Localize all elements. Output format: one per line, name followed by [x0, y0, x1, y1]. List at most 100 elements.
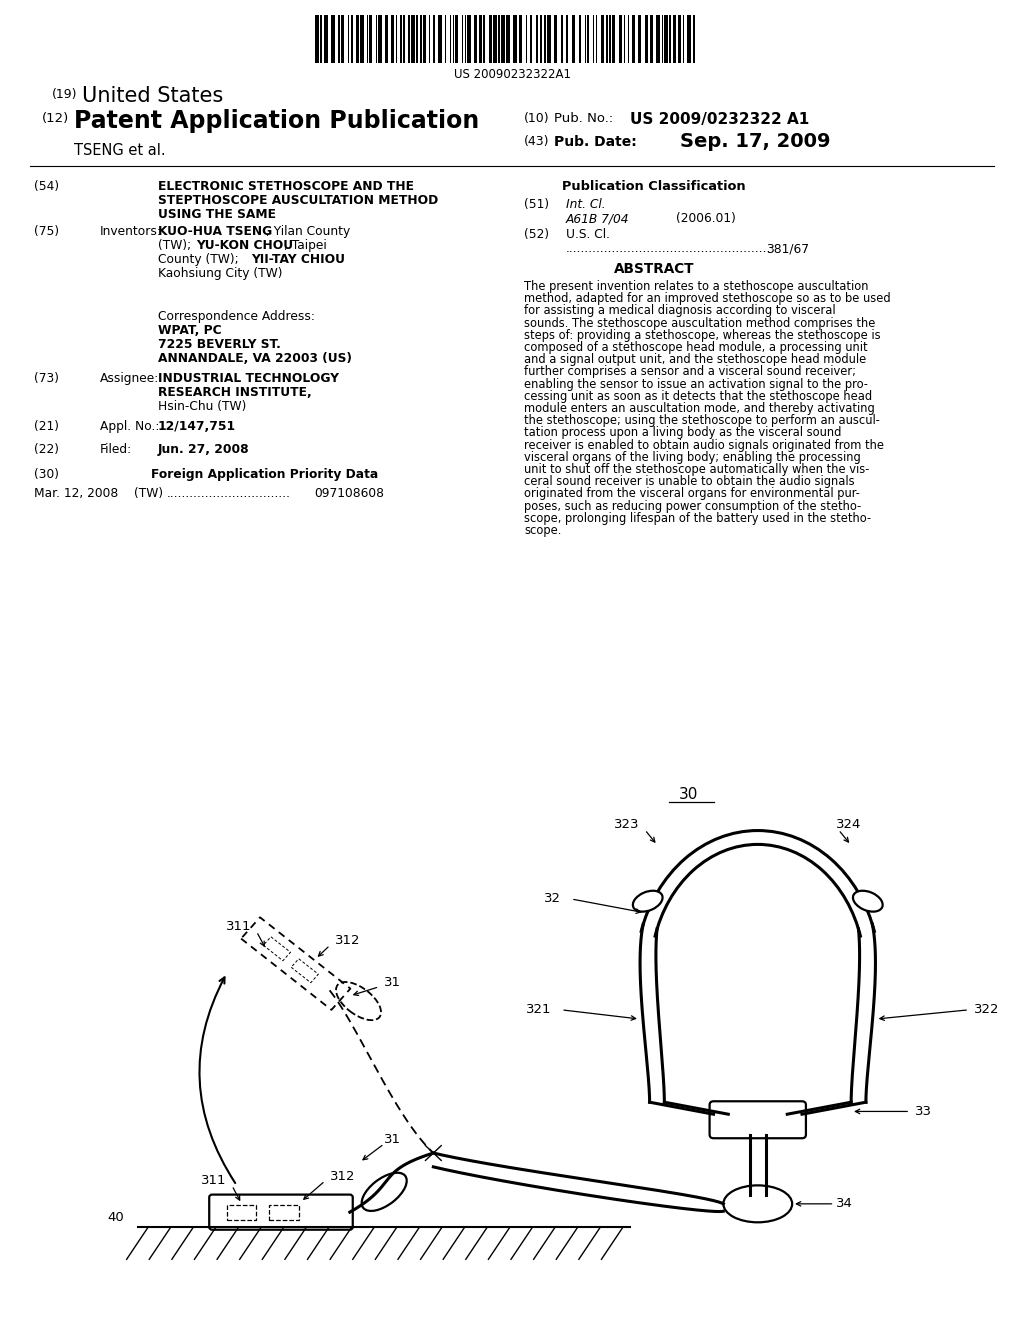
Text: visceral organs of the living body; enabling the processing: visceral organs of the living body; enab… [524, 451, 861, 463]
Text: (12): (12) [42, 112, 70, 125]
Bar [674, 15, 676, 63]
Text: and a signal output unit, and the stethoscope head module: and a signal output unit, and the stetho… [524, 354, 866, 366]
Text: (10): (10) [524, 112, 550, 125]
Text: 32: 32 [544, 892, 561, 906]
Bar [332, 15, 335, 63]
Bar [433, 15, 435, 63]
Bar [554, 15, 557, 63]
Bar [385, 15, 388, 63]
Text: poses, such as reducing power consumption of the stetho-: poses, such as reducing power consumptio… [524, 499, 861, 512]
Bar [548, 15, 551, 63]
Text: Inventors:: Inventors: [100, 224, 162, 238]
Bar [450, 15, 452, 63]
Bar [606, 15, 607, 63]
Text: ceral sound receiver is unable to obtain the audio signals: ceral sound receiver is unable to obtain… [524, 475, 855, 488]
Text: YII-TAY CHIOU: YII-TAY CHIOU [251, 253, 345, 267]
Bar [462, 15, 464, 63]
Bar [360, 15, 364, 63]
Text: USING THE SAME: USING THE SAME [158, 209, 276, 220]
Text: (52): (52) [524, 228, 549, 242]
Bar [411, 15, 415, 63]
Text: (TW);: (TW); [158, 239, 195, 252]
Bar [506, 15, 510, 63]
Bar [665, 15, 668, 63]
Bar [678, 15, 681, 63]
Text: Foreign Application Priority Data: Foreign Application Priority Data [152, 469, 379, 480]
Text: .....................................................: ........................................… [566, 242, 771, 255]
Text: (73): (73) [34, 372, 59, 385]
Text: tation process upon a living body as the visceral sound: tation process upon a living body as the… [524, 426, 842, 440]
Text: (43): (43) [524, 135, 550, 148]
Bar [618, 15, 623, 63]
Bar [350, 15, 353, 63]
Text: 40: 40 [106, 1212, 124, 1224]
Bar [561, 15, 563, 63]
Bar [585, 15, 586, 63]
Bar [347, 15, 349, 63]
Bar [376, 15, 377, 63]
Text: , Taipei: , Taipei [284, 239, 327, 252]
Bar [319, 15, 322, 63]
Ellipse shape [361, 1172, 407, 1210]
Bar [474, 15, 477, 63]
Text: Int. Cl.: Int. Cl. [566, 198, 605, 211]
Bar [429, 15, 430, 63]
Text: 381/67: 381/67 [766, 242, 809, 255]
Text: Publication Classification: Publication Classification [562, 180, 745, 193]
Text: 097108608: 097108608 [314, 487, 384, 500]
Text: INDUSTRIAL TECHNOLOGY: INDUSTRIAL TECHNOLOGY [158, 372, 339, 385]
Text: further comprises a sensor and a visceral sound receiver;: further comprises a sensor and a viscera… [524, 366, 856, 379]
Bar [338, 15, 340, 63]
Bar [478, 15, 482, 63]
Text: Pub. Date:: Pub. Date: [554, 135, 637, 149]
Text: Appl. No.:: Appl. No.: [100, 420, 160, 433]
Bar [367, 15, 368, 63]
Bar [612, 15, 615, 63]
Bar [423, 15, 426, 63]
FancyBboxPatch shape [209, 1195, 352, 1230]
Text: for assisting a medical diagnosis according to visceral: for assisting a medical diagnosis accord… [524, 305, 836, 317]
Bar [403, 15, 404, 63]
Bar [467, 15, 470, 63]
Text: (75): (75) [34, 224, 59, 238]
Text: 34: 34 [837, 1197, 853, 1210]
Text: , Yilan County: , Yilan County [266, 224, 350, 238]
Bar [501, 15, 505, 63]
Text: WPAT, PC: WPAT, PC [158, 323, 221, 337]
Text: 311: 311 [202, 1175, 227, 1187]
Text: 322: 322 [974, 1003, 999, 1016]
Text: 31: 31 [384, 975, 401, 989]
Bar [579, 15, 582, 63]
Text: Assignee:: Assignee: [100, 372, 160, 385]
Bar [465, 15, 466, 63]
Bar [544, 15, 546, 63]
Text: ELECTRONIC STETHOSCOPE AND THE: ELECTRONIC STETHOSCOPE AND THE [158, 180, 414, 193]
Bar [391, 15, 394, 63]
Text: 31: 31 [384, 1133, 401, 1146]
Text: 311: 311 [226, 920, 252, 933]
Bar [438, 15, 441, 63]
Bar [341, 15, 344, 63]
Text: A61B 7/04: A61B 7/04 [566, 213, 630, 224]
Bar [624, 15, 625, 63]
Text: ABSTRACT: ABSTRACT [613, 261, 694, 276]
Bar [227, 1205, 256, 1220]
Text: ANNANDALE, VA 22003 (US): ANNANDALE, VA 22003 (US) [158, 352, 352, 366]
Bar [645, 15, 648, 63]
Text: (51): (51) [524, 198, 549, 211]
Bar [541, 15, 542, 63]
Text: (30): (30) [34, 469, 59, 480]
Text: (TW): (TW) [134, 487, 163, 500]
Text: The present invention relates to a stethoscope auscultation: The present invention relates to a steth… [524, 280, 868, 293]
Bar [445, 15, 446, 63]
Bar [356, 15, 359, 63]
Bar [609, 15, 610, 63]
Bar [513, 15, 517, 63]
Text: Kaohsiung City (TW): Kaohsiung City (TW) [158, 267, 283, 280]
Text: STEPTHOSCOPE AUSCULTATION METHOD: STEPTHOSCOPE AUSCULTATION METHOD [158, 194, 438, 207]
Text: Patent Application Publication: Patent Application Publication [74, 110, 479, 133]
Text: 324: 324 [837, 818, 862, 832]
Text: Jun. 27, 2008: Jun. 27, 2008 [158, 444, 250, 455]
Bar [420, 15, 422, 63]
Bar [593, 15, 594, 63]
